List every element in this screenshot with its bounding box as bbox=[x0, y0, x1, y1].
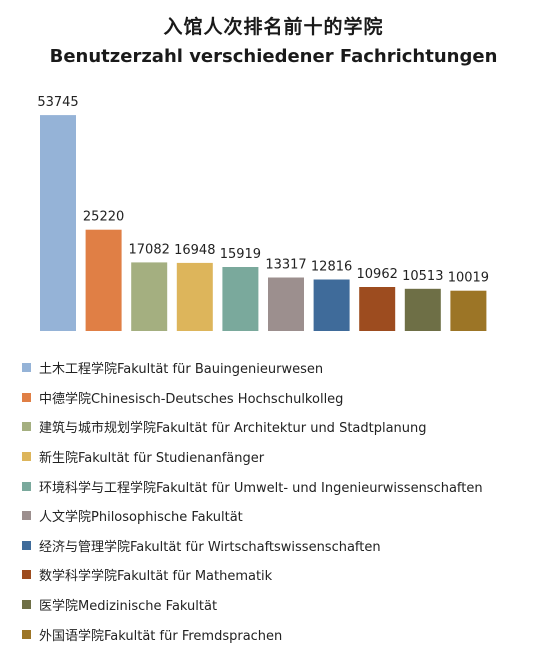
legend-swatch bbox=[22, 570, 31, 580]
legend-swatch bbox=[22, 363, 31, 373]
legend-label: 经济与管理学院Fakultät für Wirtschaftswissensch… bbox=[39, 539, 381, 555]
data-label-8: 10962 bbox=[357, 267, 398, 282]
bar-10 bbox=[450, 290, 487, 331]
legend-label: 新生院Fakultät für Studienanfänger bbox=[39, 451, 265, 467]
data-label-3: 17082 bbox=[129, 242, 170, 257]
chart-subtitle: Benutzerzahl verschiedener Fachrichtunge… bbox=[49, 46, 498, 67]
legend-swatch bbox=[22, 600, 31, 610]
legend-label: 外国语学院Fakultät für Fremdsprachen bbox=[39, 628, 283, 644]
legend-item: 数学科学学院Fakultät für Mathematik bbox=[22, 560, 542, 590]
legend-item: 医学院Medizinische Fakultät bbox=[22, 590, 542, 620]
bar-4 bbox=[176, 262, 213, 331]
chart-title: 入馆人次排名前十的学院 bbox=[163, 16, 384, 38]
legend-item: 环境科学与工程学院Fakultät für Umwelt- und Ingeni… bbox=[22, 471, 542, 501]
legend-swatch bbox=[22, 629, 31, 639]
data-label-2: 25220 bbox=[83, 210, 124, 225]
legend-swatch bbox=[22, 452, 31, 462]
legend-swatch bbox=[22, 540, 31, 550]
data-labels-group: 53745 25220 17082 16948 15919 13317 12816 10962… bbox=[37, 95, 489, 286]
legend-swatch bbox=[22, 422, 31, 432]
bar-6 bbox=[268, 277, 304, 331]
legend-swatch bbox=[22, 481, 31, 491]
legend-label: 数学科学学院Fakultät für Mathematik bbox=[39, 569, 273, 585]
data-label-9: 10513 bbox=[402, 269, 443, 284]
bar-7 bbox=[313, 279, 350, 331]
bar-chart: 53745 25220 17082 16948 15919 13317 12816 10962… bbox=[37, 95, 489, 331]
legend-item: 土木工程学院Fakultät für Bauingenieurwesen bbox=[22, 353, 542, 383]
bar-5 bbox=[222, 267, 259, 331]
bars-group bbox=[40, 115, 487, 331]
legend-item: 中德学院Chinesisch-Deutsches Hochschulkolleg bbox=[22, 383, 542, 413]
data-label-7: 12816 bbox=[311, 260, 352, 275]
legend-label: 建筑与城市规划学院Fakultät für Architektur und St… bbox=[39, 421, 427, 437]
data-label-5: 15919 bbox=[220, 247, 261, 262]
legend-item: 新生院Fakultät für Studienanfänger bbox=[22, 442, 542, 472]
legend-item: 经济与管理学院Fakultät für Wirtschaftswissensch… bbox=[22, 531, 542, 561]
bar-2 bbox=[85, 229, 122, 331]
legend-swatch bbox=[22, 392, 31, 402]
data-label-10: 10019 bbox=[448, 271, 489, 286]
bar-1 bbox=[40, 115, 76, 331]
legend-item: 建筑与城市规划学院Fakultät für Architektur und St… bbox=[22, 412, 542, 442]
data-label-6: 13317 bbox=[265, 258, 306, 273]
bar-8 bbox=[359, 287, 396, 331]
legend-label: 土木工程学院Fakultät für Bauingenieurwesen bbox=[39, 362, 324, 378]
bar-3 bbox=[131, 262, 168, 331]
legend-label: 中德学院Chinesisch-Deutsches Hochschulkolleg bbox=[39, 391, 344, 407]
data-label-4: 16948 bbox=[174, 243, 215, 258]
legend-item: 外国语学院Fakultät für Fremdsprachen bbox=[22, 619, 542, 649]
legend-label: 医学院Medizinische Fakultät bbox=[39, 599, 218, 615]
legend-swatch bbox=[22, 511, 31, 521]
legend-item: 人文学院Philosophische Fakultät bbox=[22, 501, 542, 531]
legend-label: 环境科学与工程学院Fakultät für Umwelt- und Ingeni… bbox=[39, 480, 483, 496]
legend: 土木工程学院Fakultät für Bauingenieurwesen 中德学院… bbox=[22, 353, 542, 649]
data-label-1: 53745 bbox=[37, 95, 78, 110]
legend-label: 人文学院Philosophische Fakultät bbox=[39, 510, 243, 526]
bar-9 bbox=[404, 288, 441, 331]
